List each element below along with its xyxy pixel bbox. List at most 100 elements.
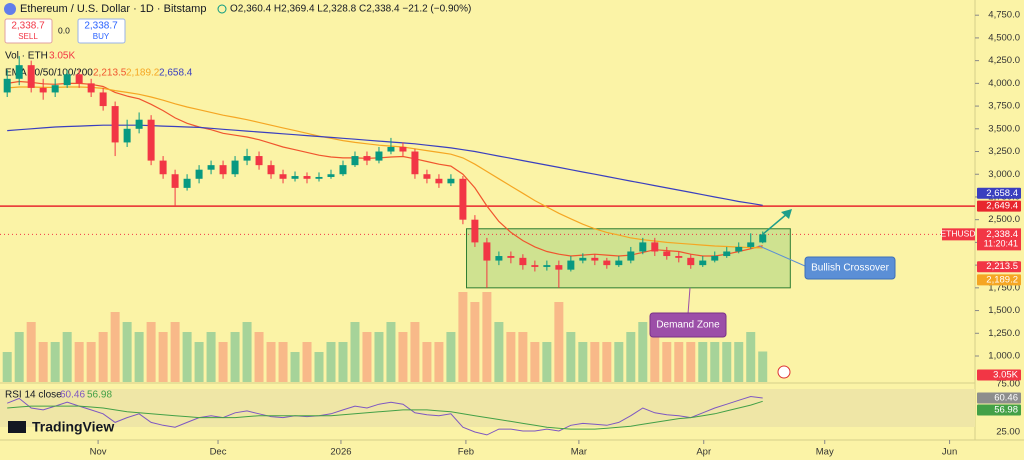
volume-bar [698,342,708,382]
candle-body [267,165,275,175]
spread: 0.0 [58,25,70,35]
price-tick-label: 1,500.0 [988,305,1020,316]
volume-bar [242,322,252,382]
candle-body [279,174,287,179]
time-tick-label: Dec [210,447,227,458]
price-tick-label: 1,250.0 [988,328,1020,339]
candle-body [687,257,695,266]
volume-bar [218,342,228,382]
volume-bar [194,342,204,382]
candle-body [747,242,755,247]
volume-bar [170,322,180,382]
volume-bar [482,292,492,382]
volume-bar [446,332,456,382]
ema200-price-label: 2,658.4 [986,188,1018,199]
volume-bar [350,322,360,382]
candle-body [663,251,671,257]
candle-body [399,146,407,152]
volume-bar [134,332,144,382]
volume-price-label: 3.05K [993,370,1018,381]
candle-body [159,160,167,175]
sell-button[interactable] [4,18,53,44]
last-price-label: 2,338.4 [986,229,1018,240]
callout-text: Bullish Crossover [811,263,889,274]
volume-bar [302,342,312,382]
status-dot [217,4,227,14]
buy-price: 2,338.7 [84,21,118,32]
ema200-price-label-bg [977,187,1021,199]
callout-line [758,245,806,267]
candle-body [543,265,551,267]
rsi-legend: RSI 14 close [5,390,62,401]
candle-body [135,119,143,129]
volume-price-label-bg [977,369,1021,381]
candle-body [255,156,263,166]
time-tick-label: May [816,447,834,458]
countdown: 11:20:41 [984,239,1018,249]
rsi-band [0,389,975,427]
price-tick-label: 3,500.0 [988,123,1020,134]
price-tick-label: 2,500.0 [988,214,1020,225]
symbol-tag-bg [942,228,975,241]
candle-body [63,74,71,86]
candle-body [483,242,491,261]
candle-body [531,265,539,267]
volume-bar [50,342,60,382]
volume-bar [662,342,672,382]
volume-bar [458,292,468,382]
volume-bar [86,342,96,382]
zone-label: Demand Zone [656,320,720,331]
rsi-ma-price-label-bg [977,404,1021,416]
buy-button[interactable] [77,18,126,44]
logo-text: TradingView [32,419,114,435]
volume-bar [530,342,540,382]
volume-bar [110,312,120,382]
candle-body [447,178,455,184]
price-tick-label: 4,750.0 [988,10,1020,21]
volume-bar [146,322,156,382]
candle-body [471,219,479,243]
candle-body [375,151,383,161]
arrow [762,212,789,235]
candle-body [711,256,719,261]
candle-body [363,156,371,161]
candle-body [567,260,575,270]
candle-body [147,119,155,161]
candle-body [99,92,107,107]
sell-label: SELL [18,32,38,41]
volume-bar [758,351,768,382]
volume-bar [230,332,240,382]
ohlc: O2,360.4 H2,369.4 L2,328.8 C2,338.4 −21.… [230,4,471,15]
candle-body [639,242,647,252]
candle-body [207,165,215,170]
volume-bar [554,302,564,382]
candle-body [627,251,635,261]
candle-body [243,156,251,161]
rsi-line [7,395,763,436]
eth-icon [4,3,16,15]
volume-legend: Vol · ETH [5,51,48,62]
rsi-ma-line [7,400,763,430]
candle-body [75,74,83,84]
candle-body [15,65,23,79]
candle-body [759,234,767,243]
candle-body [291,176,299,179]
hline-price-label-bg [977,200,1021,212]
price-tick-label: 1,000.0 [988,351,1020,362]
candle-body [603,260,611,266]
logo-icon [8,421,26,433]
candle-body [675,256,683,258]
volume-bar [266,342,276,382]
rsi-legend-value: 60.46 [60,390,85,401]
arrow-head [781,209,792,219]
rsi-ma-legend-value: 56.98 [87,390,112,401]
volume-bar [386,322,396,382]
volume-bar [518,332,528,382]
volume-bar [410,322,420,382]
candle-body [303,176,311,179]
volume-bar [470,302,480,382]
volume-bar [398,332,408,382]
volume-bar [674,342,684,382]
candle-body [339,165,347,175]
